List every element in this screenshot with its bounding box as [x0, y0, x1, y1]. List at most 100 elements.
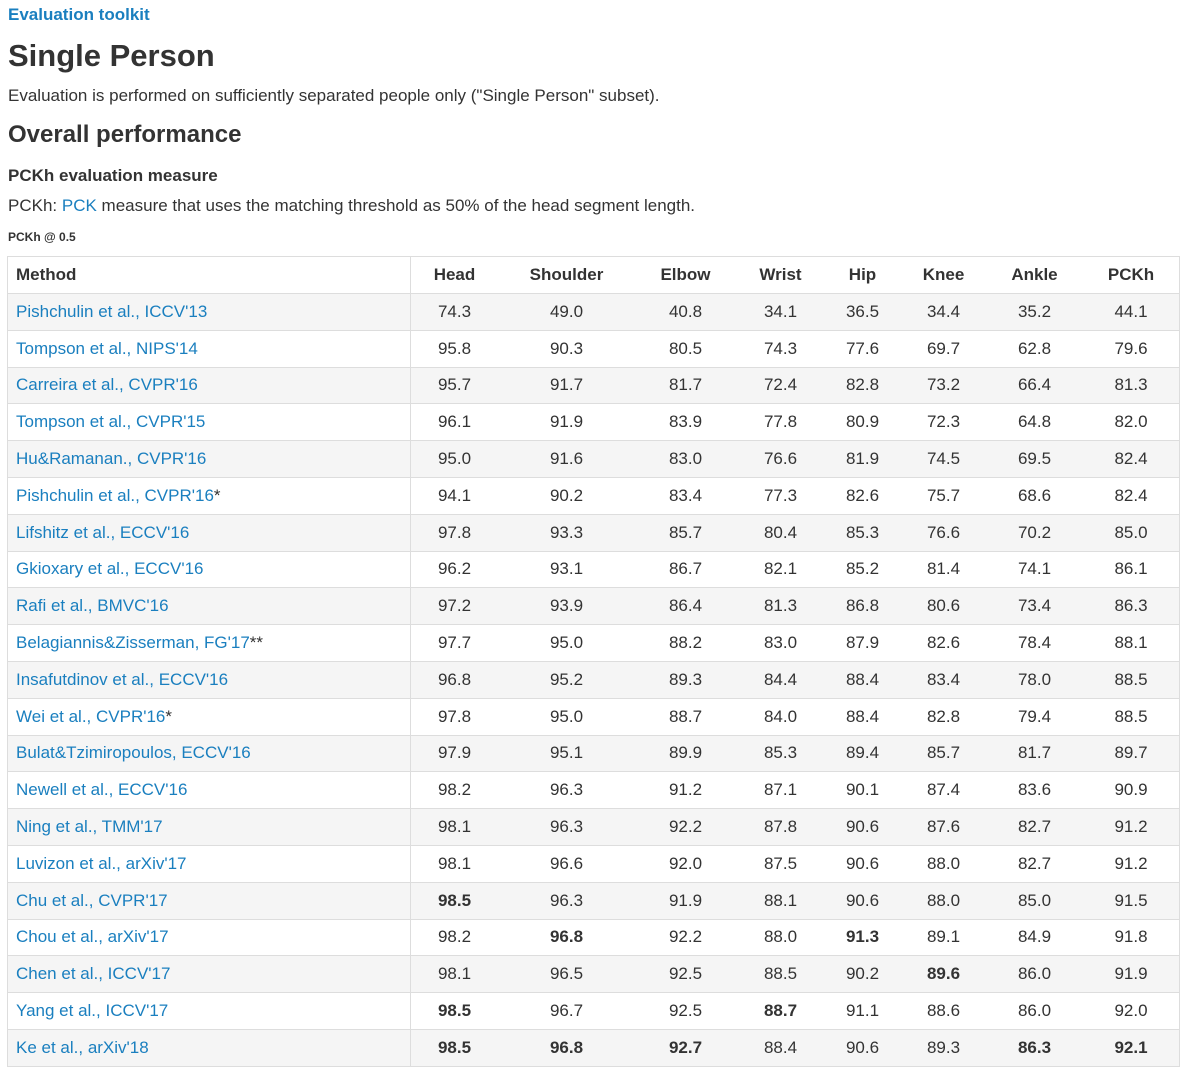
method-link[interactable]: Pishchulin et al., CVPR'16: [16, 485, 214, 505]
results-table: Method Head Shoulder Elbow Wrist Hip Kne…: [7, 256, 1180, 1067]
head-cell: 96.2: [410, 550, 499, 589]
elbow-cell: 88.7: [634, 697, 737, 736]
table-row: Rafi et al., BMVC'16 97.2 93.9 86.4 81.3 86.8…: [7, 587, 1180, 626]
ankle-cell: 78.4: [986, 624, 1083, 662]
head-cell: 94.1: [410, 476, 499, 515]
page-title: Single Person: [8, 38, 215, 73]
ankle-cell: 79.4: [986, 697, 1083, 736]
table-row: Bulat&Tzimiropoulos, ECCV'16 97.9 95.1 89.9…: [7, 734, 1180, 773]
pckh-cell: 82.4: [1082, 440, 1180, 478]
method-link[interactable]: Tompson et al., CVPR'15: [16, 412, 206, 432]
footnote-mark: *: [165, 706, 173, 726]
table-row: Insafutdinov et al., ECCV'16 96.8 95.2 89.3…: [7, 660, 1180, 699]
pckh-cell: 88.5: [1082, 660, 1180, 699]
method-cell: Ke et al., arXiv'18: [7, 1028, 411, 1067]
knee-cell: 89.6: [900, 955, 987, 994]
wrist-cell: 88.5: [736, 955, 825, 994]
method-link[interactable]: Yang et al., ICCV'17: [16, 1001, 169, 1021]
column-header-method[interactable]: Method: [7, 256, 411, 294]
ankle-cell: 74.1: [986, 550, 1083, 589]
method-link[interactable]: Insafutdinov et al., ECCV'16: [16, 669, 229, 689]
method-link[interactable]: Hu&Ramanan., CVPR'16: [16, 449, 207, 469]
column-header-hip[interactable]: Hip: [824, 256, 901, 294]
pck-link[interactable]: PCK: [61, 196, 97, 215]
method-link[interactable]: Chen et al., ICCV'17: [16, 964, 171, 984]
wrist-cell: 87.8: [736, 808, 825, 846]
threshold-label: PCKh @ 0.5: [8, 230, 76, 244]
shoulder-cell: 95.2: [498, 660, 635, 699]
shoulder-cell: 93.1: [498, 550, 635, 589]
ankle-cell: 85.0: [986, 881, 1083, 920]
ankle-cell: 83.6: [986, 771, 1083, 810]
table-row: Ning et al., TMM'17 98.1 96.3 92.2 87.8 90.6 8…: [7, 808, 1180, 846]
head-cell: 98.5: [410, 992, 499, 1030]
table-body: Pishchulin et al., ICCV'13 74.3 49.0 40.8 34…: [7, 293, 1180, 1067]
method-link[interactable]: Newell et al., ECCV'16: [16, 780, 188, 800]
method-link[interactable]: Belagiannis&Zisserman, FG'17: [16, 633, 250, 653]
column-header-elbow[interactable]: Elbow: [634, 256, 737, 294]
pckh-cell: 91.2: [1082, 844, 1180, 883]
column-header-pckh[interactable]: PCKh: [1082, 256, 1180, 294]
pckh-cell: 82.0: [1082, 403, 1180, 442]
wrist-cell: 84.4: [736, 660, 825, 699]
pckh-cell: 90.9: [1082, 771, 1180, 810]
method-link[interactable]: Ning et al., TMM'17: [16, 817, 163, 837]
pckh-cell: 91.9: [1082, 955, 1180, 994]
wrist-cell: 88.1: [736, 881, 825, 920]
head-cell: 74.3: [410, 293, 499, 331]
method-link[interactable]: Bulat&Tzimiropoulos, ECCV'16: [16, 743, 251, 763]
knee-cell: 83.4: [900, 660, 987, 699]
head-cell: 97.8: [410, 513, 499, 552]
head-cell: 98.2: [410, 771, 499, 810]
method-link[interactable]: Chou et al., arXiv'17: [16, 927, 169, 947]
method-link[interactable]: Tompson et al., NIPS'14: [16, 338, 198, 358]
hip-cell: 86.8: [824, 587, 901, 626]
knee-cell: 85.7: [900, 734, 987, 773]
knee-cell: 76.6: [900, 513, 987, 552]
method-link[interactable]: Pishchulin et al., ICCV'13: [16, 301, 208, 321]
column-header-head[interactable]: Head: [410, 256, 499, 294]
column-header-wrist[interactable]: Wrist: [736, 256, 825, 294]
column-header-knee[interactable]: Knee: [900, 256, 987, 294]
shoulder-cell: 96.3: [498, 771, 635, 810]
method-link[interactable]: Rafi et al., BMVC'16: [16, 596, 169, 616]
method-cell: Lifshitz et al., ECCV'16: [7, 513, 411, 552]
evaluation-toolkit-link[interactable]: Evaluation toolkit: [8, 5, 150, 24]
table-row: Gkioxary et al., ECCV'16 96.2 93.1 86.7 82.1…: [7, 550, 1180, 589]
method-link[interactable]: Carreira et al., CVPR'16: [16, 375, 198, 395]
method-link[interactable]: Ke et al., arXiv'18: [16, 1037, 149, 1057]
knee-cell: 69.7: [900, 329, 987, 368]
pckh-cell: 81.3: [1082, 366, 1180, 405]
wrist-cell: 84.0: [736, 697, 825, 736]
head-cell: 97.9: [410, 734, 499, 773]
elbow-cell: 91.9: [634, 881, 737, 920]
ankle-cell: 81.7: [986, 734, 1083, 773]
method-link[interactable]: Lifshitz et al., ECCV'16: [16, 522, 190, 542]
method-link[interactable]: Gkioxary et al., ECCV'16: [16, 559, 204, 579]
hip-cell: 90.6: [824, 808, 901, 846]
method-cell: Chen et al., ICCV'17: [7, 955, 411, 994]
hip-cell: 85.3: [824, 513, 901, 552]
column-header-shoulder[interactable]: Shoulder: [498, 256, 635, 294]
pckh-cell: 88.5: [1082, 697, 1180, 736]
table-header-row: Method Head Shoulder Elbow Wrist Hip Kne…: [7, 256, 1180, 294]
elbow-cell: 92.7: [634, 1028, 737, 1067]
shoulder-cell: 91.7: [498, 366, 635, 405]
elbow-cell: 83.0: [634, 440, 737, 478]
hip-cell: 80.9: [824, 403, 901, 442]
elbow-cell: 92.2: [634, 918, 737, 957]
method-link[interactable]: Chu et al., CVPR'17: [16, 890, 168, 910]
ankle-cell: 66.4: [986, 366, 1083, 405]
table-row: Belagiannis&Zisserman, FG'17** 97.7 95.0 88…: [7, 624, 1180, 662]
intro-text: Evaluation is performed on sufficiently …: [8, 86, 660, 105]
pckh-cell: 82.4: [1082, 476, 1180, 515]
table-row: Lifshitz et al., ECCV'16 97.8 93.3 85.7 80.4…: [7, 513, 1180, 552]
method-link[interactable]: Luvizon et al., arXiv'17: [16, 853, 187, 873]
shoulder-cell: 96.8: [498, 918, 635, 957]
knee-cell: 88.0: [900, 881, 987, 920]
column-header-ankle[interactable]: Ankle: [986, 256, 1083, 294]
hip-cell: 81.9: [824, 440, 901, 478]
knee-cell: 74.5: [900, 440, 987, 478]
method-cell: Ning et al., TMM'17: [7, 808, 411, 846]
method-link[interactable]: Wei et al., CVPR'16: [16, 706, 166, 726]
